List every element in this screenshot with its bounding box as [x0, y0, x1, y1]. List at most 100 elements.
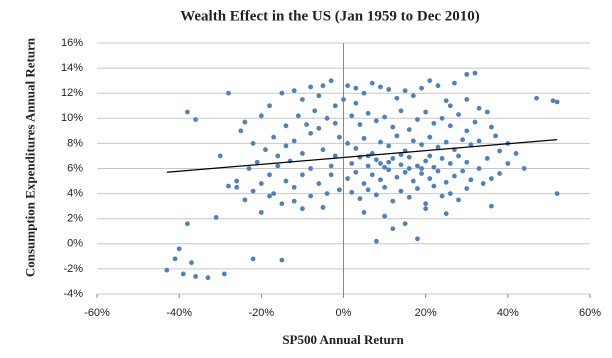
- point: [447, 191, 453, 197]
- point: [456, 153, 461, 159]
- point: [386, 87, 392, 92]
- point: [283, 143, 289, 149]
- point: [447, 161, 453, 166]
- point: [291, 198, 297, 204]
- point: [193, 117, 199, 122]
- x-tick-label: -60%: [84, 307, 110, 319]
- point: [373, 118, 379, 124]
- point: [406, 166, 412, 171]
- point: [410, 178, 416, 184]
- point: [497, 148, 503, 154]
- point: [415, 236, 420, 242]
- point: [217, 153, 223, 159]
- point: [234, 178, 240, 184]
- point: [267, 103, 272, 109]
- point: [254, 159, 260, 165]
- point: [513, 151, 519, 156]
- point: [460, 168, 466, 174]
- point: [423, 158, 429, 164]
- point: [472, 119, 478, 125]
- y-tick-label: 4%: [67, 188, 83, 200]
- point: [238, 128, 244, 134]
- point: [402, 88, 408, 94]
- point: [250, 256, 256, 262]
- point: [295, 113, 301, 119]
- y-axis-title: Consumption Expenditures Annual Return: [22, 37, 38, 278]
- point: [373, 192, 379, 198]
- point: [476, 138, 482, 144]
- point: [373, 238, 379, 244]
- point: [213, 215, 219, 220]
- point: [369, 172, 375, 178]
- x-tick-label: -20%: [248, 307, 274, 319]
- point: [497, 171, 503, 176]
- point: [439, 156, 445, 161]
- point: [427, 78, 433, 84]
- point: [316, 181, 322, 186]
- point: [435, 83, 441, 89]
- point: [300, 206, 305, 212]
- point: [267, 172, 272, 178]
- point: [402, 221, 408, 227]
- point: [291, 88, 297, 94]
- point: [484, 156, 490, 161]
- point: [365, 110, 371, 116]
- point: [456, 197, 461, 203]
- point: [398, 188, 404, 194]
- x-tick-label: 0%: [336, 307, 352, 319]
- point: [365, 163, 371, 169]
- point: [312, 108, 318, 114]
- y-tick-label: 10%: [61, 112, 83, 124]
- point: [390, 198, 396, 204]
- point: [484, 109, 490, 115]
- point: [386, 167, 392, 173]
- point: [386, 159, 392, 165]
- point: [443, 211, 449, 217]
- point: [172, 256, 178, 262]
- point: [328, 163, 334, 169]
- point: [184, 221, 190, 227]
- point: [423, 109, 429, 115]
- point: [279, 257, 285, 263]
- point: [316, 125, 322, 131]
- point: [410, 138, 416, 144]
- point: [308, 130, 314, 136]
- point: [373, 157, 379, 163]
- y-tick-label: 0%: [67, 238, 83, 250]
- point: [398, 162, 404, 168]
- point: [419, 142, 424, 148]
- point: [205, 275, 211, 281]
- point: [291, 184, 297, 190]
- x-tick-label: 60%: [579, 307, 601, 319]
- point: [390, 226, 396, 232]
- point: [361, 181, 367, 186]
- x-tick-label: 20%: [415, 307, 437, 319]
- point: [304, 122, 309, 127]
- point: [300, 172, 305, 178]
- point: [447, 103, 453, 109]
- point: [271, 134, 277, 140]
- point: [357, 122, 363, 127]
- point: [353, 85, 359, 91]
- point: [341, 97, 346, 102]
- point: [180, 271, 186, 277]
- point: [439, 193, 445, 199]
- point: [427, 153, 433, 159]
- point: [361, 90, 367, 96]
- y-tick-label: -4%: [63, 288, 83, 300]
- point: [415, 163, 420, 169]
- point: [464, 186, 470, 191]
- point: [336, 187, 342, 193]
- point: [308, 166, 314, 171]
- point: [345, 141, 351, 146]
- point: [427, 134, 433, 140]
- point: [472, 70, 478, 76]
- point: [456, 112, 461, 117]
- point: [378, 139, 383, 145]
- point: [258, 181, 264, 186]
- point: [234, 184, 240, 190]
- point: [447, 123, 453, 129]
- point: [164, 267, 170, 273]
- point: [357, 196, 363, 202]
- point: [554, 99, 560, 105]
